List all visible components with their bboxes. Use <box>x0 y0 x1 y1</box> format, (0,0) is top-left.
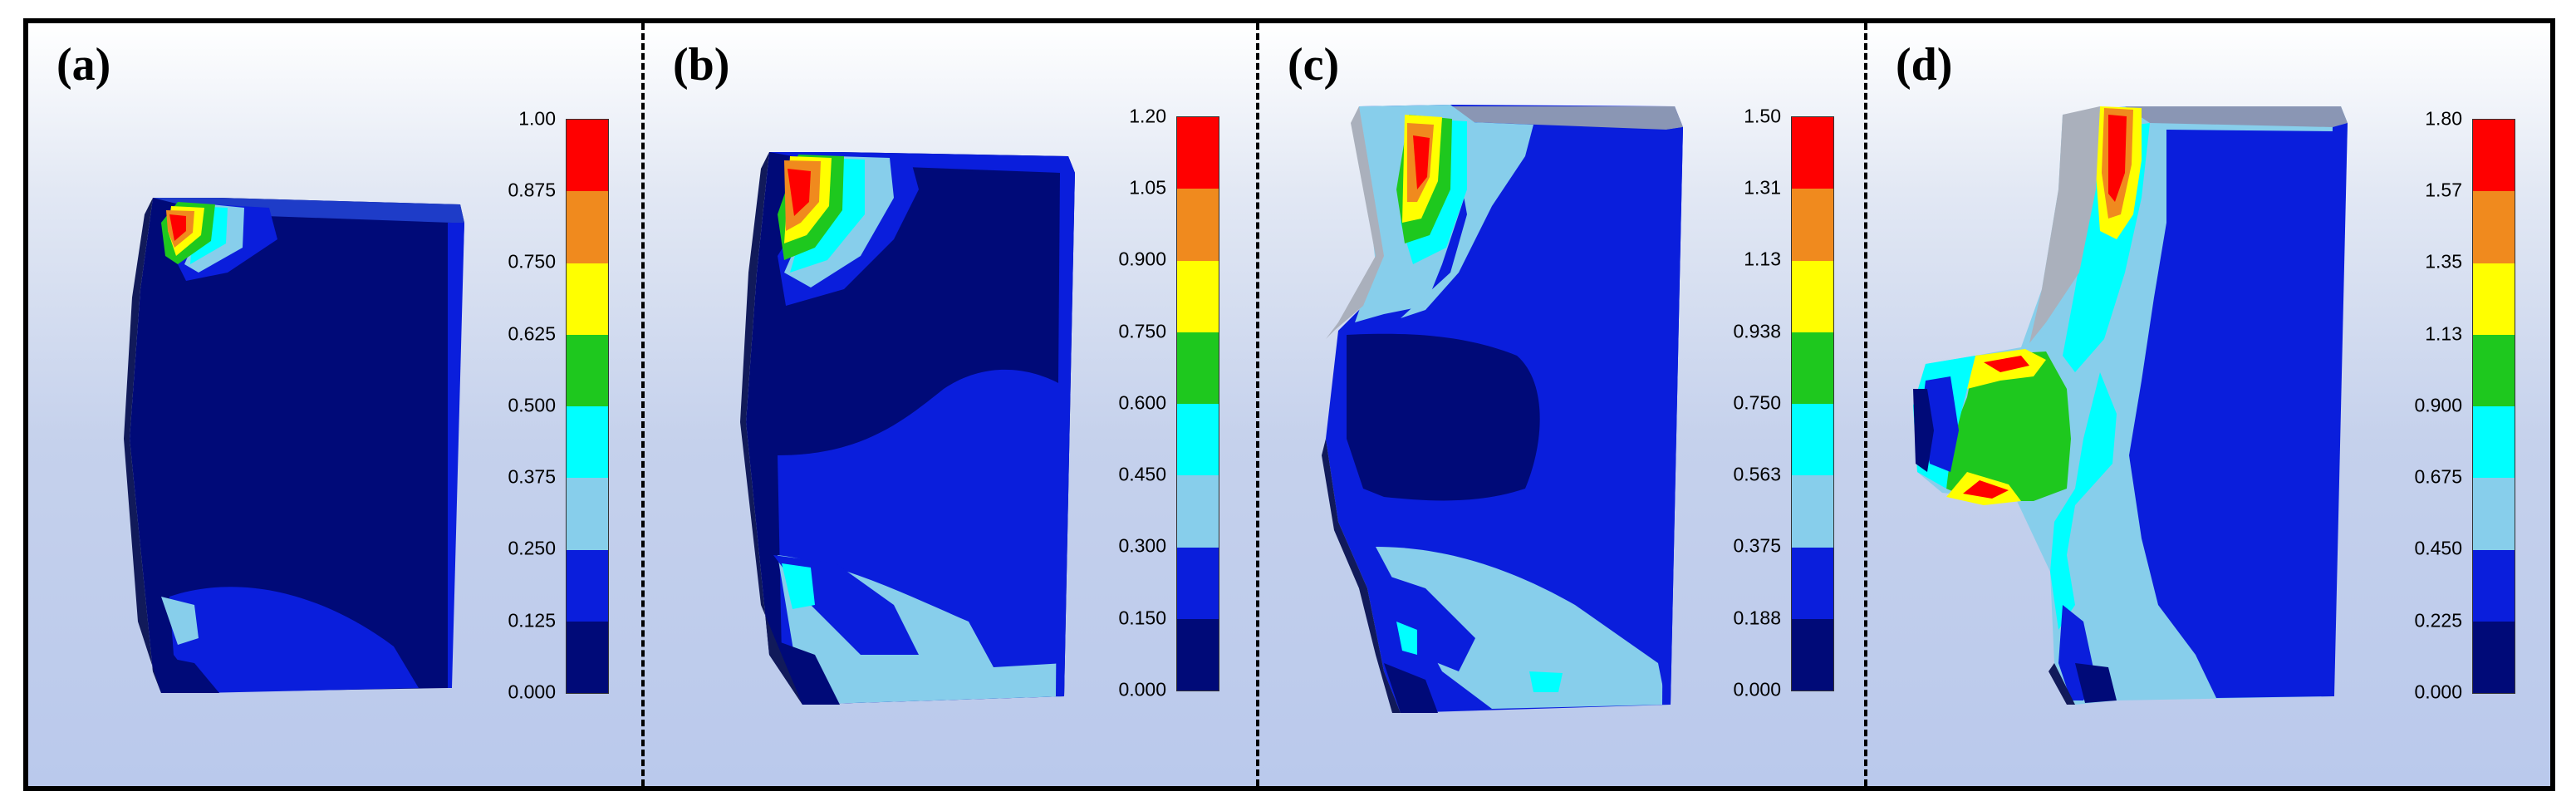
colorbar-b-tick: 0.750 <box>1118 320 1166 342</box>
panel-b: (b) 1.20 1.05 0.900 0.750 0.600 0.450 0.… <box>645 23 1259 786</box>
colorbar-seg <box>1792 332 1833 404</box>
colorbar-c-tick: 1.31 <box>1744 176 1781 199</box>
colorbar-c-tick: 0.750 <box>1733 391 1781 414</box>
colorbar-d-tick: 0.225 <box>2414 609 2462 632</box>
colorbar-seg <box>1177 332 1219 404</box>
colorbar-seg <box>567 191 608 263</box>
colorbar-seg <box>567 120 608 192</box>
colorbar-a-tick: 0.500 <box>508 394 556 416</box>
colorbar-seg <box>567 478 608 550</box>
colorbar-d-tick: 0.900 <box>2414 394 2462 416</box>
panel-divider <box>1864 23 1867 786</box>
colorbar-seg <box>1177 117 1219 189</box>
panel-b-label: (b) <box>673 39 730 91</box>
colorbar-a-tick: 0.750 <box>508 250 556 273</box>
panel-a-label: (a) <box>56 39 111 91</box>
colorbar-seg <box>1792 117 1833 189</box>
colorbar-d-tick: 0.675 <box>2414 465 2462 488</box>
colorbar-seg <box>1177 547 1219 619</box>
colorbar-seg <box>1792 404 1833 476</box>
colorbar-a-tick: 1.00 <box>518 107 556 130</box>
colorbar-b-tick: 0.600 <box>1118 391 1166 414</box>
colorbar-d-tick: 0.450 <box>2414 537 2462 559</box>
colorbar-a-tick: 0.875 <box>508 179 556 201</box>
colorbar-seg <box>1792 260 1833 332</box>
colorbar-seg <box>1177 189 1219 261</box>
colorbar-seg <box>2473 334 2515 406</box>
colorbar-seg <box>1177 475 1219 548</box>
colorbar-a-tick: 0.000 <box>508 681 556 703</box>
colorbar-b-tick: 0.450 <box>1118 463 1166 485</box>
colorbar-seg <box>1792 547 1833 619</box>
colorbar-d-tick: 1.80 <box>2425 107 2462 130</box>
colorbar-d-tick: 1.13 <box>2425 322 2462 345</box>
colorbar-seg <box>567 334 608 406</box>
colorbar-c-tick: 1.13 <box>1744 248 1781 270</box>
colorbar-b-tick: 1.05 <box>1129 176 1166 199</box>
colorbar-b-tick: 0.150 <box>1118 607 1166 629</box>
colorbar-c-tick: 0.938 <box>1733 320 1781 342</box>
colorbar-seg <box>1792 189 1833 261</box>
panel-d-label: (d) <box>1896 39 1953 91</box>
colorbar-a-tick: 0.625 <box>508 322 556 345</box>
colorbar-b-tick: 0.900 <box>1118 248 1166 270</box>
colorbar-seg <box>2473 191 2515 263</box>
colorbar-seg <box>567 406 608 479</box>
colorbar-a-tick: 0.250 <box>508 537 556 559</box>
panel-a: (a) 1.00 0.875 0.750 0.625 0.500 0.375 0… <box>28 23 643 786</box>
panel-divider <box>1256 23 1259 786</box>
colorbar-seg <box>2473 263 2515 335</box>
colorbar-seg <box>567 549 608 622</box>
panel-d: (d) 1.80 1.57 1.35 1.13 0.900 0.675 0.45… <box>1867 23 2550 786</box>
figure: (a) 1.00 0.875 0.750 0.625 0.500 0.375 0… <box>23 18 2555 791</box>
colorbar-d <box>2472 119 2515 694</box>
colorbar-c-tick: 0.375 <box>1733 534 1781 557</box>
colorbar-seg <box>567 263 608 335</box>
colorbar-c <box>1791 116 1834 691</box>
colorbar-seg <box>1177 618 1219 691</box>
colorbar-c-tick: 0.188 <box>1733 607 1781 629</box>
panel-divider <box>641 23 645 786</box>
colorbar-b-tick: 0.300 <box>1118 534 1166 557</box>
part-contour-d <box>1913 106 2348 705</box>
part-contour-b <box>740 152 1075 705</box>
colorbar-seg <box>1792 618 1833 691</box>
colorbar-seg <box>2473 478 2515 550</box>
part-contour-a <box>124 198 464 693</box>
colorbar-seg <box>2473 406 2515 479</box>
colorbar-seg <box>1177 404 1219 476</box>
colorbar-b <box>1176 116 1219 691</box>
colorbar-a-tick: 0.125 <box>508 609 556 632</box>
colorbar-d-tick: 0.000 <box>2414 681 2462 703</box>
part-contour-c <box>1322 105 1683 713</box>
colorbar-c-tick: 1.50 <box>1744 105 1781 127</box>
colorbar-seg <box>1792 475 1833 548</box>
colorbar-seg <box>2473 120 2515 192</box>
colorbar-seg <box>2473 621 2515 693</box>
colorbar-a <box>566 119 609 694</box>
panel-c-label: (c) <box>1288 39 1340 91</box>
colorbar-c-tick: 0.563 <box>1733 463 1781 485</box>
panel-c: (c) 1.50 1.31 1.13 0.938 0.750 0.563 0.3… <box>1259 23 1874 786</box>
colorbar-b-tick: 0.000 <box>1118 678 1166 700</box>
colorbar-d-tick: 1.57 <box>2425 179 2462 201</box>
colorbar-seg <box>567 621 608 693</box>
colorbar-b-tick: 1.20 <box>1129 105 1166 127</box>
colorbar-c-tick: 0.000 <box>1733 678 1781 700</box>
colorbar-a-tick: 0.375 <box>508 465 556 488</box>
colorbar-d-tick: 1.35 <box>2425 250 2462 273</box>
colorbar-seg <box>1177 260 1219 332</box>
colorbar-seg <box>2473 549 2515 622</box>
